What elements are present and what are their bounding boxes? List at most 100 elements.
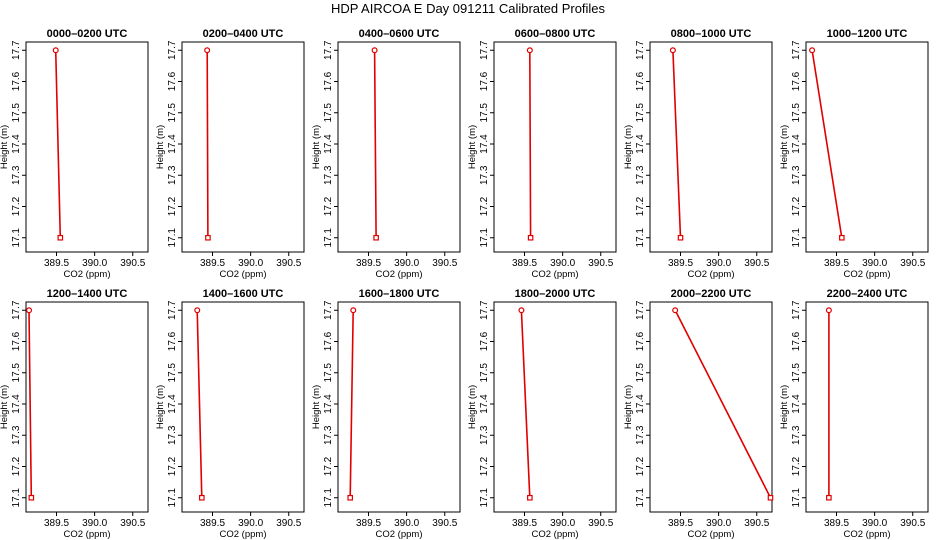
x-tick-label: 389.5 <box>200 518 225 529</box>
panel-title: 0400–0600 UTC <box>359 28 440 40</box>
y-tick-label: 17.4 <box>11 134 22 154</box>
y-tick-label: 17.1 <box>791 488 802 508</box>
y-tick-label: 17.4 <box>323 134 334 154</box>
y-tick-label: 17.3 <box>167 165 178 185</box>
x-tick-label: 390.0 <box>862 258 887 269</box>
panel-1: 0000–0200 UTC 389.5 390.0 390.5 17.1 17.2 17.3… <box>0 28 149 280</box>
y-tick-label: 17.7 <box>635 300 646 320</box>
y-tick-label: 17.3 <box>323 425 334 445</box>
y-axis-label: Height (m) <box>311 125 322 169</box>
y-axis-label: Height (m) <box>155 385 166 429</box>
x-tick-label: 389.5 <box>44 518 69 529</box>
y-tick-label: 17.7 <box>167 40 178 60</box>
panel-7: 1200–1400 UTC 389.5 390.0 390.5 17.1 17.2 17.3… <box>0 288 149 540</box>
y-tick-label: 17.6 <box>323 71 334 91</box>
data-point <box>527 494 533 501</box>
x-tick-label: 389.5 <box>824 258 849 269</box>
x-tick-label: 389.5 <box>668 518 693 529</box>
data-point <box>839 234 845 241</box>
x-tick-label: 390.0 <box>82 518 107 529</box>
y-tick-label: 17.2 <box>167 196 178 216</box>
data-point <box>669 47 676 54</box>
y-tick-label: 17.7 <box>11 40 22 60</box>
panel-10: 1800–2000 UTC 389.5 390.0 390.5 17.1 17.2 17.3… <box>467 288 617 540</box>
y-tick-label: 17.2 <box>167 456 178 476</box>
panel-9: 1600–1800 UTC 389.5 390.0 390.5 17.1 17.2 17.3… <box>311 288 461 540</box>
y-tick-label: 17.5 <box>479 103 490 123</box>
data-point <box>52 47 59 54</box>
y-tick-label: 17.7 <box>479 40 490 60</box>
x-tick-label: 389.5 <box>512 258 537 269</box>
x-axis-label: CO2 (ppm) <box>64 529 111 540</box>
x-tick-label: 389.5 <box>512 518 537 529</box>
panel-8: 1400–1600 UTC 389.5 390.0 390.5 17.1 17.2 17.3… <box>155 288 305 540</box>
plot-frame <box>805 41 929 253</box>
y-tick-label: 17.3 <box>479 425 490 445</box>
y-tick-label: 17.4 <box>11 394 22 414</box>
profile-line <box>206 50 209 238</box>
y-tick-label: 17.5 <box>323 103 334 123</box>
y-tick-label: 17.7 <box>479 300 490 320</box>
y-tick-label: 17.4 <box>479 394 490 414</box>
y-axis-label: Height (m) <box>623 385 634 429</box>
y-tick-label: 17.6 <box>167 331 178 351</box>
y-tick-label: 17.5 <box>635 363 646 383</box>
data-point <box>205 234 211 241</box>
y-tick-label: 17.5 <box>11 103 22 123</box>
profile-line <box>196 310 203 498</box>
panel-title: 0000–0200 UTC <box>47 28 128 40</box>
x-tick-label: 390.0 <box>394 258 419 269</box>
data-point <box>826 494 832 501</box>
y-tick-label: 17.1 <box>635 488 646 508</box>
x-axis-label: CO2 (ppm) <box>844 529 891 540</box>
y-tick-label: 17.6 <box>479 331 490 351</box>
x-tick-label: 390.5 <box>744 258 769 269</box>
y-tick-label: 17.2 <box>323 456 334 476</box>
y-tick-label: 17.3 <box>791 425 802 445</box>
y-tick-label: 17.1 <box>323 228 334 248</box>
panel-4: 0600–0800 UTC 389.5 390.0 390.5 17.1 17.2 17.3… <box>467 28 617 280</box>
panel-title: 1200–1400 UTC <box>47 288 128 300</box>
x-axis-label: CO2 (ppm) <box>376 529 423 540</box>
y-tick-label: 17.7 <box>635 40 646 60</box>
data-point <box>518 307 525 314</box>
x-axis-label: CO2 (ppm) <box>64 269 111 280</box>
y-tick-label: 17.6 <box>167 71 178 91</box>
data-point <box>373 234 379 241</box>
y-tick-label: 17.6 <box>11 71 22 91</box>
x-axis-label: CO2 (ppm) <box>532 529 579 540</box>
x-tick-label: 390.0 <box>706 258 731 269</box>
x-axis-label: CO2 (ppm) <box>220 269 267 280</box>
y-tick-label: 17.5 <box>791 363 802 383</box>
y-axis-label: Height (m) <box>779 125 790 169</box>
data-point <box>347 494 354 501</box>
y-axis-label: Height (m) <box>311 385 322 429</box>
x-tick-label: 390.5 <box>432 518 457 529</box>
data-point <box>371 47 378 54</box>
data-point <box>57 234 64 241</box>
x-axis-label: CO2 (ppm) <box>688 529 735 540</box>
x-tick-label: 390.5 <box>900 258 925 269</box>
panel-12: 2200–2400 UTC 389.5 390.0 390.5 17.1 17.2 17.3… <box>779 288 929 540</box>
panel-11: 2000–2200 UTC 389.5 390.0 390.5 17.1 17.2 17.3… <box>623 288 774 540</box>
y-tick-label: 17.3 <box>635 165 646 185</box>
y-tick-label: 17.5 <box>323 363 334 383</box>
x-tick-label: 390.5 <box>120 518 145 529</box>
y-tick-label: 17.4 <box>323 394 334 414</box>
y-tick-label: 17.2 <box>635 456 646 476</box>
profile-line <box>54 50 62 238</box>
data-point <box>199 494 205 501</box>
plot-frame <box>493 41 617 253</box>
y-tick-label: 17.3 <box>11 165 22 185</box>
data-point <box>767 494 774 501</box>
y-axis-label: Height (m) <box>467 125 478 169</box>
y-tick-label: 17.4 <box>635 394 646 414</box>
x-axis-label: CO2 (ppm) <box>376 269 423 280</box>
x-tick-label: 390.0 <box>238 258 263 269</box>
x-tick-label: 390.5 <box>588 258 613 269</box>
y-tick-label: 17.3 <box>167 425 178 445</box>
y-tick-label: 17.2 <box>11 196 22 216</box>
profile-line <box>373 50 377 238</box>
